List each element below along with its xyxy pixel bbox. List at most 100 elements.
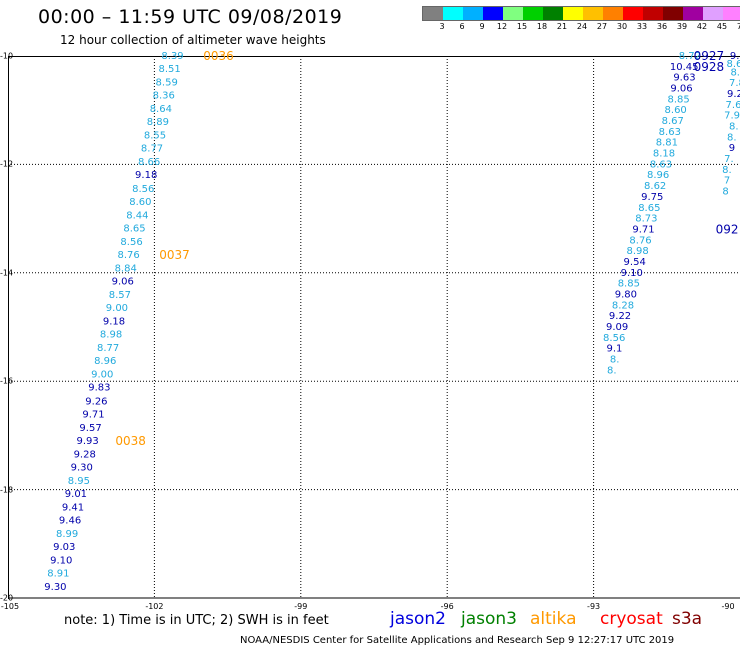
scale-label: 36 — [656, 22, 668, 31]
wave-height-value: 8 — [722, 187, 728, 198]
lat-tick-label: -18 — [0, 485, 14, 495]
wave-height-value: 8.96 — [94, 356, 116, 367]
lat-tick-label: -16 — [0, 376, 14, 386]
scale-swatch — [683, 7, 703, 20]
lon-tick-label: -93 — [587, 602, 601, 611]
wave-height-value: 8.63 — [659, 127, 681, 138]
scale-label: 27 — [596, 22, 608, 31]
map-subtitle: 12 hour collection of altimeter wave hei… — [60, 33, 326, 47]
scale-swatch — [503, 7, 523, 20]
scale-swatch — [703, 7, 723, 20]
scale-swatch — [623, 7, 643, 20]
wave-height-value: 8.60 — [727, 59, 740, 70]
scale-swatch — [723, 7, 740, 20]
wave-height-value: 9.41 — [62, 502, 84, 513]
scale-swatch — [603, 7, 623, 20]
wave-height-value: 8. — [727, 132, 737, 143]
pass-time-label: 0038 — [115, 434, 146, 448]
wave-height-value: 9.57 — [79, 423, 101, 434]
wave-height-value: 8.77 — [97, 343, 119, 354]
wave-height-value: 8. — [722, 165, 732, 176]
legend-s3a: s3a — [672, 609, 703, 629]
wave-height-value: 8.36 — [153, 91, 175, 102]
legend-jason3: jason3 — [461, 609, 517, 629]
wave-height-value: 9.80 — [615, 289, 637, 300]
wave-height-value: 7 — [724, 176, 730, 187]
lat-tick-label: -12 — [0, 159, 14, 169]
scale-label: 15 — [516, 22, 528, 31]
scale-swatch — [563, 7, 583, 20]
wave-height-value: 9.89 — [730, 51, 740, 62]
wave-height-value: 8.6 — [730, 67, 740, 78]
wave-height-value: 8.56 — [120, 237, 142, 248]
wave-height-color-scale — [422, 6, 740, 21]
wave-height-value: 8.62 — [644, 181, 666, 192]
scale-label: 45 — [716, 22, 728, 31]
scale-label: 12 — [496, 22, 508, 31]
wave-height-value: 8.60 — [665, 105, 687, 116]
scale-label: 30 — [616, 22, 628, 31]
wave-height-value: 8.18 — [653, 149, 675, 160]
wave-height-value: 8.73 — [635, 214, 657, 225]
scale-swatch — [663, 7, 683, 20]
wave-height-value: 8.91 — [47, 569, 69, 580]
wave-height-value: 9.71 — [82, 409, 104, 420]
scale-label: 18 — [536, 22, 548, 31]
color-scale-labels: 36912151821242730333639424570(ft) — [422, 22, 740, 34]
wave-height-value: 9.26 — [85, 396, 107, 407]
wave-height-value: 8.64 — [150, 104, 172, 115]
scale-swatch — [643, 7, 663, 20]
wave-height-value: 9.18 — [135, 170, 157, 181]
wave-height-value: 8.85 — [618, 279, 640, 290]
wave-height-value: 8.67 — [662, 116, 684, 127]
wave-height-value: 9.00 — [106, 303, 128, 314]
wave-height-value: 8.63 — [650, 159, 672, 170]
wave-height-value: 9.71 — [632, 224, 654, 235]
scale-label: 9 — [479, 22, 485, 31]
scale-label: 24 — [576, 22, 588, 31]
lat-tick-label: -14 — [0, 268, 14, 278]
wave-height-value: 8.65 — [123, 223, 145, 234]
wave-height-value: 8.44 — [126, 210, 148, 221]
wave-height-value: 8.59 — [156, 78, 178, 89]
wave-height-value: 8.99 — [56, 529, 78, 540]
wave-height-value: 7.6 — [726, 100, 740, 111]
wave-height-value: 8.56 — [603, 333, 625, 344]
wave-height-value: 8. — [610, 355, 620, 366]
wave-height-value: 9.54 — [624, 257, 646, 268]
lon-tick-label: -96 — [440, 602, 454, 611]
wave-height-value: 8.57 — [109, 290, 131, 301]
altimeter-plot: 8.39 8.51 8.59 8.36 8.64 8. 8 9 8.55 8.77 8.66 9.18… — [8, 49, 740, 599]
scale-label: 39 — [676, 22, 688, 31]
pass-time-label: 092 — [716, 222, 739, 236]
units-note: note: 1) Time is in UTC; 2) SWH is in fe… — [64, 613, 329, 628]
lat-tick-label: -20 — [0, 593, 14, 603]
scale-swatch — [443, 7, 463, 20]
legend-altika: altika — [530, 609, 577, 629]
wave-height-value: 9.30 — [44, 582, 66, 593]
lon-tick-label: -102 — [145, 602, 164, 611]
wave-height-value: 8.55 — [144, 131, 166, 142]
wave-height-value: 8. — [729, 121, 739, 132]
wave-height-value: 7.8 — [729, 78, 740, 89]
wave-height-value: 8.85 — [667, 94, 689, 105]
wave-height-value: 9.46 — [59, 515, 81, 526]
map-frame — [8, 56, 740, 599]
wave-height-value: 7.9 — [724, 111, 740, 122]
wave-height-value: 8.39 — [161, 51, 183, 62]
wave-height-value: 8.96 — [647, 170, 669, 181]
scale-label: 70 — [736, 22, 740, 31]
wave-height-value: 9.22 — [609, 311, 631, 322]
lon-tick-label: -105 — [0, 602, 20, 611]
wave-height-value: 8.65 — [638, 203, 660, 214]
wave-height-value: 8.76 — [629, 235, 651, 246]
wave-height-value: 9.06 — [670, 84, 692, 95]
lat-tick-label: -10 — [0, 51, 14, 61]
wave-height-value: 9 — [729, 143, 735, 154]
wave-height-value: 9.83 — [88, 383, 110, 394]
wave-height-value: 8.66 — [138, 157, 160, 168]
scale-swatch — [483, 7, 503, 20]
scale-swatch — [583, 7, 603, 20]
wave-height-value: 8.51 — [158, 64, 180, 75]
wave-height-value: 8.28 — [612, 300, 634, 311]
